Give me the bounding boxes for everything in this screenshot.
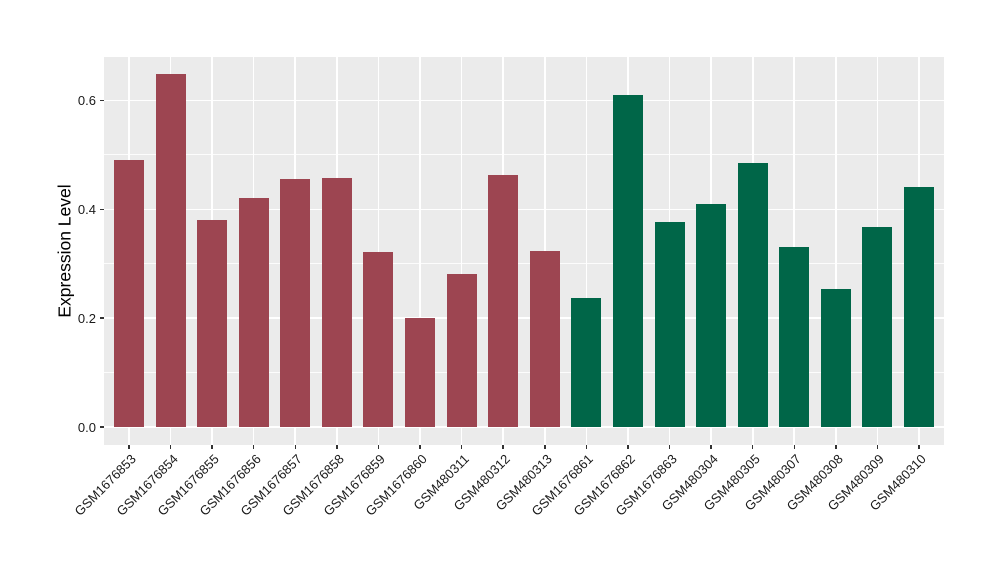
x-tick-mark	[502, 445, 504, 449]
vertical-gridline	[585, 57, 588, 445]
bar-GSM1676856	[238, 198, 269, 428]
vertical-gridline	[460, 57, 463, 445]
bar-GSM1676862	[612, 94, 643, 428]
major-gridline	[104, 426, 944, 428]
bar-GSM480307	[779, 246, 810, 428]
bar-GSM1676854	[155, 74, 186, 428]
bar-GSM480308	[820, 288, 851, 428]
y-tick-label: 0.2	[77, 310, 96, 326]
bar-GSM480312	[488, 175, 519, 428]
x-tick-mark	[835, 445, 837, 449]
x-tick-mark	[377, 445, 380, 449]
x-tick-mark	[751, 445, 754, 449]
bar-GSM1676861	[571, 298, 602, 428]
x-tick-mark	[710, 445, 712, 449]
major-gridline	[104, 208, 944, 211]
x-tick-mark	[627, 445, 629, 449]
vertical-gridline	[377, 57, 380, 445]
x-tick-mark	[419, 445, 421, 449]
plot-panel	[104, 57, 944, 445]
major-gridline	[104, 99, 944, 102]
bar-GSM1676863	[654, 221, 685, 428]
bar-GSM1676853	[113, 160, 144, 428]
y-tick-label: 0.4	[77, 201, 96, 217]
y-tick-mark	[100, 317, 104, 319]
bar-GSM1676860	[405, 318, 435, 428]
x-tick-mark	[876, 445, 879, 449]
x-tick-mark	[252, 445, 255, 449]
bar-GSM1676855	[197, 220, 228, 428]
vertical-gridline	[835, 57, 837, 445]
minor-gridline	[104, 154, 944, 156]
x-tick-mark	[668, 445, 671, 449]
x-tick-mark	[793, 445, 796, 449]
bar-GSM480310	[904, 187, 935, 428]
bar-GSM480305	[737, 162, 768, 428]
minor-gridline	[104, 372, 944, 373]
y-tick-mark	[100, 426, 104, 428]
x-tick-mark	[918, 445, 920, 449]
vertical-gridline	[419, 57, 421, 445]
x-tick-mark	[460, 445, 463, 449]
x-tick-mark	[294, 445, 297, 449]
x-tick-mark	[336, 445, 338, 449]
bar-GSM480309	[862, 226, 893, 428]
y-tick-label: 0.0	[77, 419, 96, 435]
y-tick-mark	[100, 99, 104, 102]
x-tick-mark	[544, 445, 546, 449]
bar-GSM480311	[446, 274, 477, 428]
bar-GSM1676857	[280, 178, 311, 428]
y-tick-mark	[100, 208, 104, 211]
x-tick-mark	[585, 445, 588, 449]
bar-GSM480304	[696, 203, 727, 428]
x-tick-mark	[169, 445, 172, 449]
x-tick-mark	[211, 445, 213, 449]
bar-GSM1676858	[321, 177, 352, 428]
major-gridline	[104, 317, 944, 319]
y-tick-label: 0.6	[77, 93, 96, 109]
bar-GSM480313	[529, 250, 560, 428]
bar-GSM1676859	[363, 251, 394, 428]
minor-gridline	[104, 263, 944, 265]
x-tick-mark	[128, 445, 130, 449]
